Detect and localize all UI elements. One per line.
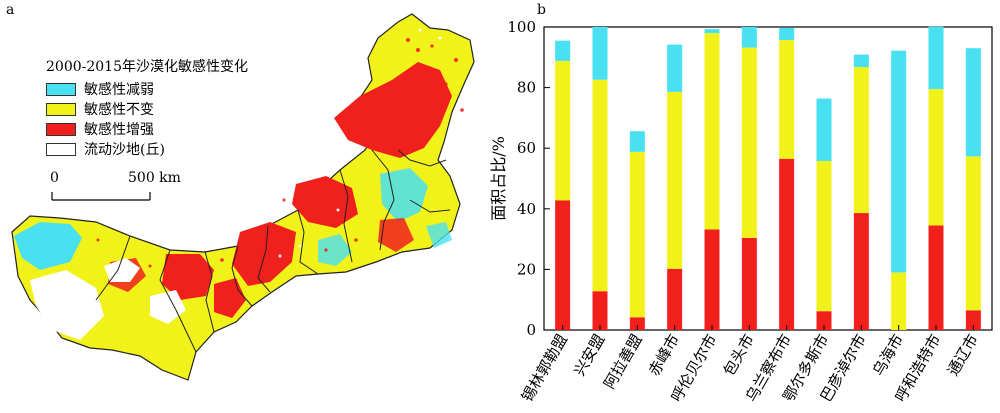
legend-label: 敏感性减弱 — [84, 82, 154, 98]
legend-title: 2000-2015年沙漠化敏感性变化 — [46, 59, 248, 75]
map-speckle — [278, 28, 442, 258]
x-tick-label: 包头市 — [720, 331, 758, 379]
x-tick-label: 赤峰市 — [645, 331, 683, 379]
map-patch-red — [334, 62, 452, 158]
bar-segment — [853, 66, 869, 214]
bar-segment — [853, 54, 869, 67]
y-tick-label: 100 — [507, 18, 536, 36]
map-patch-cyan — [380, 168, 428, 222]
bar-segment — [555, 60, 571, 201]
legend-swatch — [46, 102, 76, 116]
x-tick-label: 通辽市 — [944, 331, 982, 379]
bar-segment — [555, 200, 571, 330]
bar-segment — [853, 213, 869, 330]
bar-segment — [779, 40, 795, 159]
map-patch-cyan — [426, 222, 452, 248]
map-patch-cyan — [318, 234, 352, 266]
bar-segment — [629, 151, 645, 318]
bar-segment — [741, 237, 757, 330]
bar-segment — [779, 158, 795, 330]
legend-swatch — [46, 142, 76, 156]
x-tick-label: 乌海市 — [869, 331, 907, 379]
bar-segment — [667, 91, 683, 269]
map-patch-red — [214, 278, 246, 318]
bar-segment — [667, 44, 683, 92]
bar-segment — [928, 26, 944, 90]
bar-segment — [965, 156, 981, 311]
bar-segment — [704, 33, 720, 230]
bar-segment — [592, 27, 608, 80]
bar-segment — [741, 27, 757, 48]
bar-segment — [779, 27, 795, 41]
legend-swatch — [46, 82, 76, 96]
map-patch-white — [150, 290, 186, 324]
legend-item: 敏感性不变 — [46, 99, 248, 119]
bar-segment — [555, 40, 571, 61]
map-boundaries — [95, 149, 451, 353]
bar-segment — [891, 50, 907, 273]
scale-bar: 0 500 km — [50, 170, 200, 201]
bar-segment — [928, 89, 944, 226]
map-speckle — [96, 38, 464, 268]
y-tick-label: 0 — [526, 321, 536, 339]
bar-segment — [816, 311, 832, 330]
bar-segment — [816, 160, 832, 312]
y-tick-label: 60 — [517, 139, 536, 157]
map-graphic — [11, 13, 475, 381]
y-tick-label: 40 — [517, 200, 536, 218]
bar-segment — [704, 229, 720, 330]
bar-segment — [667, 268, 683, 330]
map-patch-red — [162, 254, 214, 300]
bar-segment — [816, 98, 832, 161]
scale-bar-line — [51, 192, 151, 201]
bar-segment — [965, 48, 981, 157]
legend-label: 敏感性不变 — [84, 102, 154, 118]
legend-label: 流动沙地(丘) — [84, 142, 165, 158]
legend-item: 敏感性增强 — [46, 119, 248, 139]
bar-segment — [704, 29, 720, 34]
map-legend: 2000-2015年沙漠化敏感性变化 敏感性减弱 敏感性不变 敏感性增强 流动沙… — [46, 56, 248, 159]
x-tick-label: 兴安盟 — [570, 331, 608, 379]
legend-label: 敏感性增强 — [84, 122, 154, 138]
bar-segment — [629, 317, 645, 330]
bar-segment — [965, 310, 981, 330]
plot-frame — [543, 26, 993, 331]
map-panel: a — [0, 0, 480, 409]
map-patch-red — [292, 176, 358, 228]
map-patch-red — [232, 222, 296, 286]
y-axis-label: 面积占比/% — [489, 136, 508, 221]
map-patch-cyan — [14, 222, 82, 270]
bar-segment — [592, 291, 608, 330]
y-tick-label: 20 — [517, 260, 536, 278]
scale-end-label: 500 km — [128, 170, 181, 186]
legend-item: 流动沙地(丘) — [46, 139, 248, 159]
bar-segment — [629, 131, 645, 152]
bar-segment — [592, 79, 608, 292]
map-patch-white — [30, 270, 104, 340]
x-tick-label: 锡林郭勒盟 — [518, 331, 571, 405]
legend-item: 敏感性减弱 — [46, 79, 248, 99]
map-patch-red — [378, 218, 414, 252]
legend-swatch — [46, 122, 76, 136]
y-tick-label: 80 — [517, 79, 536, 97]
chart-panel: b 0 20 40 60 80 100 面积占比/% 锡林郭勒盟 兴安盟 阿拉善盟 赤峰市 呼伦贝尔市… — [480, 0, 1000, 409]
panel-label-a: a — [6, 2, 15, 18]
bar-segment — [741, 47, 757, 238]
bar-segment — [928, 225, 944, 330]
scale-start-label: 0 — [50, 170, 59, 186]
bar-segment — [891, 272, 907, 330]
panel-label-b: b — [537, 2, 546, 18]
